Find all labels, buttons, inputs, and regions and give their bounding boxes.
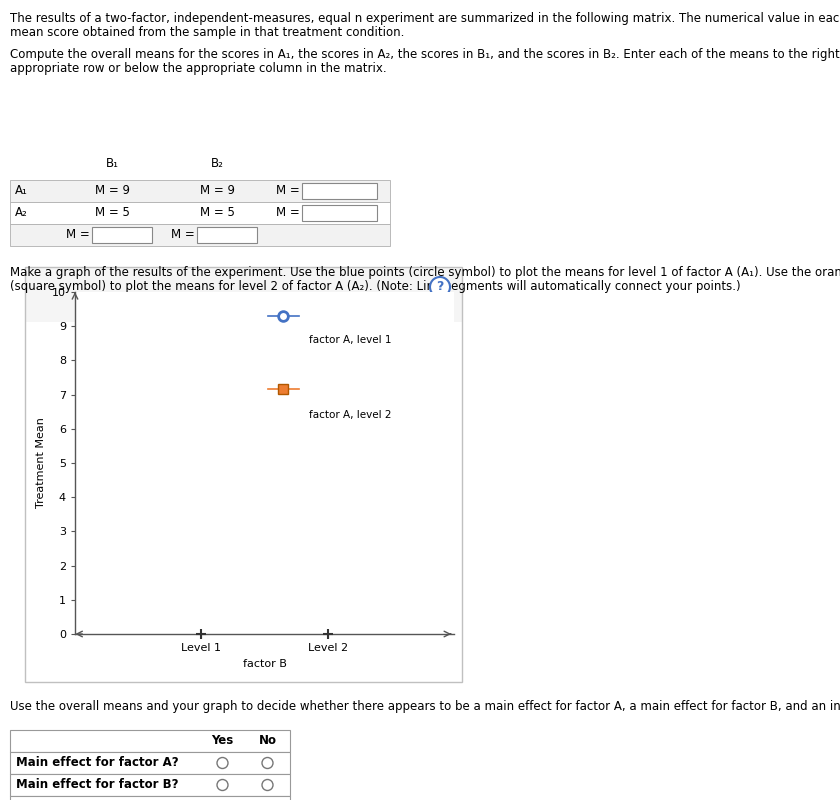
Text: B₁: B₁ — [106, 157, 119, 170]
Text: Yes: Yes — [212, 734, 234, 747]
Text: Main effect for factor A?: Main effect for factor A? — [16, 757, 179, 770]
Y-axis label: Treatment Mean: Treatment Mean — [36, 418, 46, 509]
Text: B₂: B₂ — [211, 157, 224, 170]
Circle shape — [217, 758, 228, 769]
Circle shape — [430, 277, 450, 297]
Circle shape — [262, 758, 273, 769]
Text: The results of a two-factor, independent-measures, equal n experiment are summar: The results of a two-factor, independent… — [10, 12, 840, 25]
Bar — [10, 730, 290, 752]
Text: M = 5: M = 5 — [95, 206, 130, 219]
Text: A₁: A₁ — [15, 185, 28, 198]
Bar — [10, 202, 390, 224]
Text: appropriate row or below the appropriate column in the matrix.: appropriate row or below the appropriate… — [10, 62, 386, 75]
Bar — [92, 227, 152, 243]
Bar — [10, 796, 290, 800]
Text: M = 5: M = 5 — [200, 206, 235, 219]
Circle shape — [217, 779, 228, 790]
X-axis label: factor B: factor B — [243, 658, 286, 669]
Text: factor A, level 1: factor A, level 1 — [309, 335, 391, 345]
Text: M = 9: M = 9 — [95, 185, 130, 198]
Text: Make a graph of the results of the experiment. Use the blue points (circle symbo: Make a graph of the results of the exper… — [10, 266, 840, 279]
Text: factor A, level 2: factor A, level 2 — [309, 410, 391, 420]
Text: Use the overall means and your graph to decide whether there appears to be a mai: Use the overall means and your graph to … — [10, 700, 840, 713]
Text: M = 9: M = 9 — [200, 185, 235, 198]
Bar — [302, 183, 377, 199]
Bar — [25, 267, 462, 682]
Bar — [10, 180, 390, 202]
Bar — [197, 227, 257, 243]
Bar — [10, 224, 390, 246]
Text: A₂: A₂ — [15, 206, 28, 219]
Bar — [302, 205, 377, 221]
Text: Main effect for factor B?: Main effect for factor B? — [16, 778, 179, 791]
Text: Compute the overall means for the scores in A₁, the scores in A₂, the scores in : Compute the overall means for the scores… — [10, 48, 840, 61]
Text: ?: ? — [436, 281, 444, 294]
Text: mean score obtained from the sample in that treatment condition.: mean score obtained from the sample in t… — [10, 26, 404, 39]
Text: M =: M = — [171, 229, 195, 242]
Text: M =: M = — [66, 229, 90, 242]
Text: M =: M = — [276, 206, 300, 219]
Bar — [10, 752, 290, 774]
Bar — [25, 267, 462, 322]
Text: M =: M = — [276, 185, 300, 198]
Text: (square symbol) to plot the means for level 2 of factor A (A₂). (Note: Line segm: (square symbol) to plot the means for le… — [10, 280, 741, 293]
Bar — [10, 774, 290, 796]
Circle shape — [262, 779, 273, 790]
Text: No: No — [259, 734, 276, 747]
